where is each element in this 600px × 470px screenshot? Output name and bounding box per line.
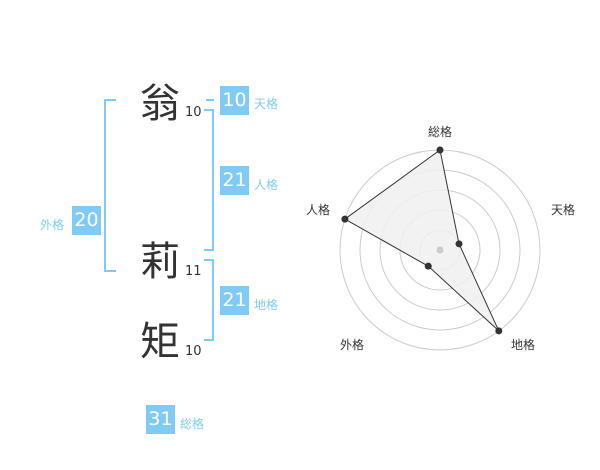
- stroke-count-2: 11: [185, 264, 202, 279]
- radar-point-3: [424, 262, 432, 270]
- radar-label-tenkaku: 天格: [551, 203, 576, 217]
- jinkaku-label: 人格: [254, 178, 279, 192]
- name-char-1: 翁: [140, 81, 180, 127]
- radar-label-chikaku: 地格: [511, 338, 536, 352]
- radar-point-4: [341, 215, 349, 223]
- radar-label-soukaku: 総格: [428, 125, 453, 139]
- gaikaku-label: 外格: [40, 218, 65, 232]
- gaikaku-value: 20: [72, 206, 101, 235]
- name-char-2: 莉: [140, 239, 180, 285]
- gaikaku-bracket: [104, 99, 116, 272]
- tenkaku-value: 10: [220, 86, 249, 115]
- chikaku-bracket: [204, 259, 214, 341]
- chikaku-value: 21: [220, 286, 249, 315]
- soukaku-label: 総格: [180, 417, 205, 431]
- radar-label-jinkaku: 人格: [306, 203, 331, 217]
- radar-point-1: [455, 240, 463, 248]
- radar-point-2: [495, 327, 503, 335]
- radar-area: [343, 149, 500, 332]
- soukaku-value: 31: [146, 405, 175, 434]
- jinkaku-value: 21: [220, 166, 249, 195]
- radar-point-0: [436, 146, 444, 154]
- jinkaku-bracket: [204, 109, 214, 251]
- stroke-count-3: 10: [185, 344, 202, 359]
- name-char-3: 矩: [140, 319, 180, 365]
- stroke-count-1: 10: [185, 105, 202, 120]
- radar-center-dot: [436, 246, 444, 254]
- tenkaku-label: 天格: [254, 97, 279, 111]
- tenkaku-bracket: [206, 99, 214, 101]
- radar-label-gaikaku: 外格: [340, 338, 365, 352]
- chikaku-label: 地格: [254, 298, 279, 312]
